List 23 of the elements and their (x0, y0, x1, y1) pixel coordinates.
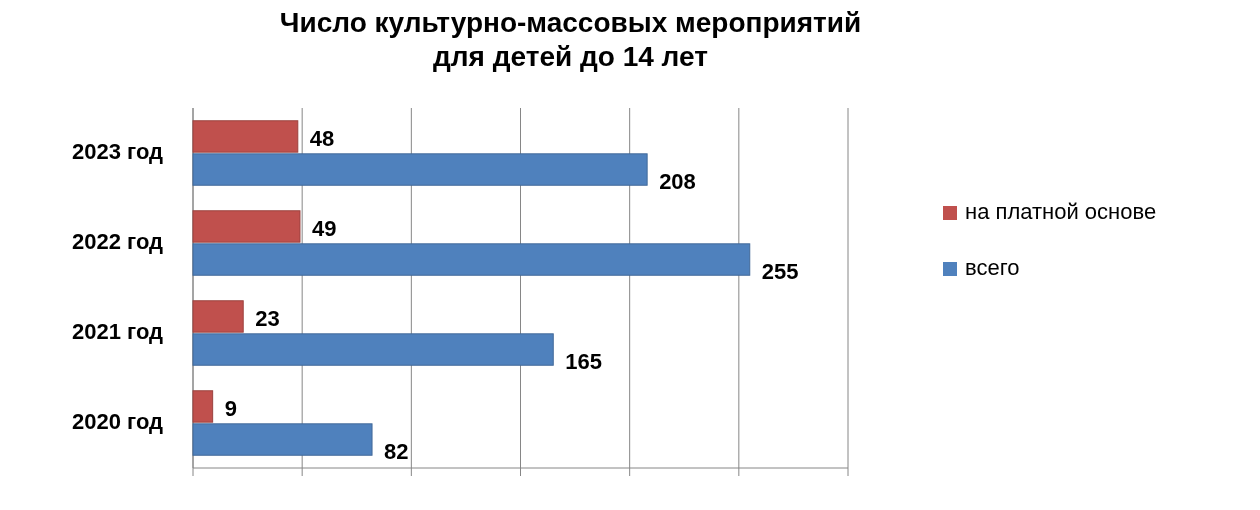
chart-title: Число культурно-массовых мероприятий для детей до 14 лет (279, 7, 862, 72)
data-label: 82 (384, 439, 409, 465)
y-tick-label: 2023 год (71, 138, 164, 164)
bar (192, 333, 554, 366)
bar (192, 210, 301, 243)
data-label: 255 (761, 259, 799, 285)
legend-label: на платной основе (965, 198, 1157, 224)
bar (192, 390, 214, 423)
y-tick-label: 2022 год (71, 228, 164, 254)
bar (192, 243, 751, 276)
y-tick-label: 2020 год (71, 408, 164, 434)
data-label: 49 (311, 216, 337, 242)
data-label: 23 (255, 306, 280, 332)
bar (192, 120, 299, 153)
legend-label: всего (965, 254, 1020, 280)
data-label: 48 (309, 126, 335, 152)
bar (192, 300, 244, 333)
data-label: 208 (659, 169, 696, 195)
data-label: 165 (565, 349, 602, 375)
y-tick-label: 2021 год (71, 318, 164, 344)
bar (192, 153, 648, 186)
data-label: 9 (224, 396, 237, 422)
bar (192, 423, 373, 456)
